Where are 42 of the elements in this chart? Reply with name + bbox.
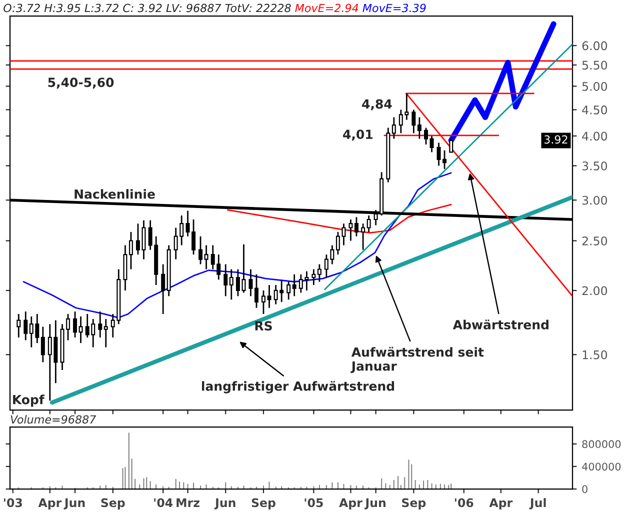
x-tick-label: Jun bbox=[364, 498, 386, 510]
y-tick-label: 400000 bbox=[582, 462, 621, 471]
x-tick-label: Jun bbox=[214, 498, 236, 510]
y-tick-label: 4.00 bbox=[582, 132, 608, 141]
annotation: Kopf bbox=[13, 394, 44, 407]
x-tick-label: Sep bbox=[101, 498, 125, 510]
x-tick-label: Jul bbox=[529, 498, 546, 510]
text: MovE=3.39 bbox=[362, 4, 426, 12]
annotation: Aufwärtstrend seit Januar bbox=[350, 346, 484, 374]
y-tick-label: 4.50 bbox=[582, 105, 608, 114]
annotation: langfristiger Aufwärtstrend bbox=[202, 380, 394, 394]
x-tick-label: Sep bbox=[402, 498, 426, 510]
x-tick-label: Jun bbox=[64, 498, 85, 510]
x-tick-label: Sep bbox=[252, 498, 276, 510]
annotation: 4,84 bbox=[362, 99, 392, 110]
y-tick-label: 5.00 bbox=[582, 82, 608, 91]
y-tick-label: 1.50 bbox=[582, 350, 608, 360]
x-tick-label: Apr bbox=[339, 498, 362, 510]
y-tick-label: 0 bbox=[582, 485, 588, 494]
x-tick-label: '03 bbox=[4, 498, 22, 508]
x-tick-label: '05 bbox=[304, 498, 323, 508]
annotation: RS bbox=[255, 321, 272, 331]
x-tick-label: '04 bbox=[154, 498, 173, 508]
annotation: 5,40-5,60 bbox=[48, 78, 114, 89]
x-tick-label: Apr bbox=[489, 498, 513, 510]
text: MovE=2.94 bbox=[295, 4, 358, 12]
y-tick-label: 3.00 bbox=[582, 196, 608, 205]
annotation: 3.92 bbox=[544, 135, 568, 144]
x-tick-label: Apr bbox=[38, 498, 62, 510]
annotation: Nackenlinie bbox=[74, 189, 155, 199]
x-tick-label: '06 bbox=[454, 498, 474, 508]
x-tick-label: Mrz bbox=[176, 498, 200, 508]
y-tick-label: 5.50 bbox=[582, 60, 608, 70]
annotation: 4,01 bbox=[343, 130, 372, 141]
y-tick-label: 800000 bbox=[582, 440, 621, 448]
y-tick-label: 2.50 bbox=[582, 236, 608, 246]
annotation: Abwärtstrend bbox=[452, 320, 548, 330]
y-tick-label: 3.50 bbox=[582, 161, 608, 170]
text: Volume=96887 bbox=[10, 415, 96, 424]
y-tick-label: 2.00 bbox=[582, 286, 608, 296]
y-tick-label: 6.00 bbox=[582, 41, 608, 50]
text: O:3.72 H:3.95 L:3.72 C: 3.92 LV: 96887 TotV: 22228 bbox=[4, 4, 291, 12]
